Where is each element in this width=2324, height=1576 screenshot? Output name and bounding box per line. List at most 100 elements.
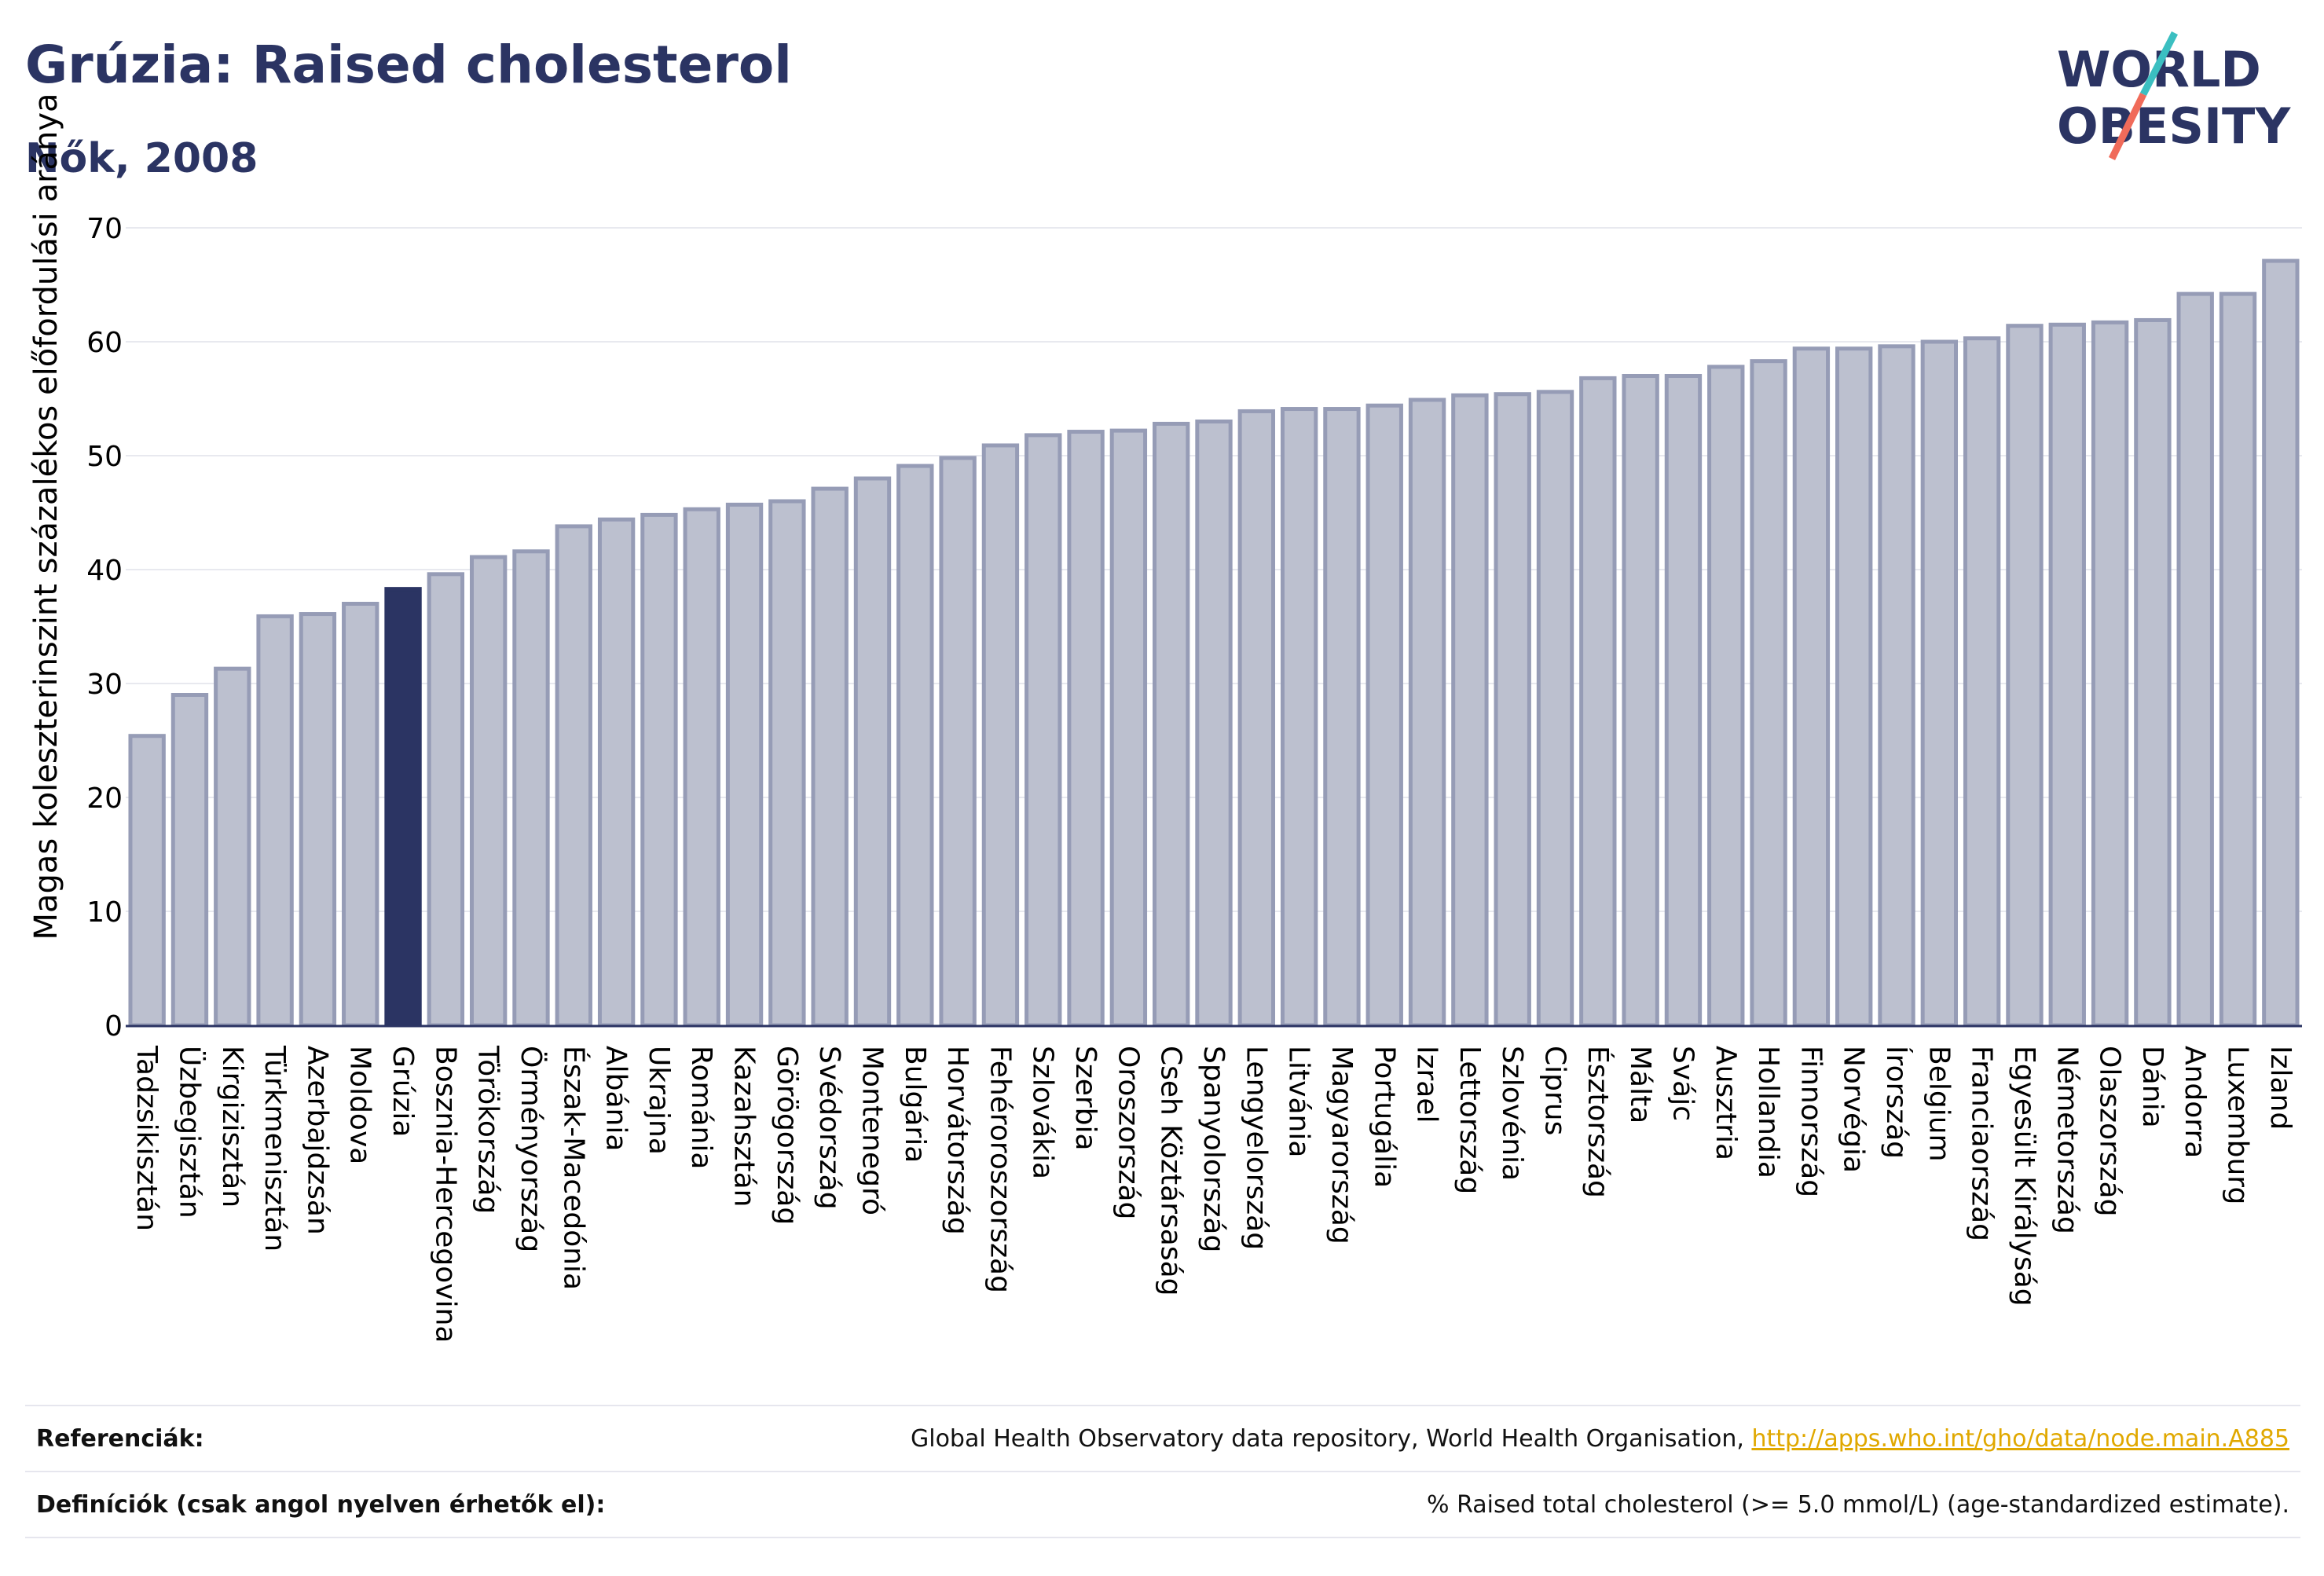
y-tick-label: 40 bbox=[86, 555, 123, 587]
bar-Görögország[interactable] bbox=[768, 499, 806, 1028]
bar-Lengyelország[interactable] bbox=[1237, 409, 1275, 1028]
references-value: Global Health Observatory data repositor… bbox=[911, 1425, 2289, 1453]
x-axis-ticks: Tadzsikisztán Üzbegisztán Kirgizisztán Türk… bbox=[130, 1045, 2297, 1343]
bar-Németország[interactable] bbox=[2048, 322, 2086, 1028]
x-tick-label: Bosznia-Hercegovina bbox=[429, 1046, 461, 1343]
bar-Finnország[interactable] bbox=[1792, 346, 1831, 1028]
x-tick-label: Örményország bbox=[515, 1046, 548, 1252]
bar-Románia[interactable] bbox=[683, 507, 720, 1028]
bar-Egyesült Királyság[interactable] bbox=[2006, 324, 2044, 1028]
bar-Írország[interactable] bbox=[1878, 344, 1915, 1028]
bar-Montenegró[interactable] bbox=[853, 476, 892, 1028]
y-axis-label: Magas koleszterinszint százalékos előfor… bbox=[28, 93, 64, 940]
bar-Cseh Köztársaság[interactable] bbox=[1153, 421, 1190, 1028]
logo-slash-coral bbox=[2108, 93, 2147, 160]
bar-Oroszország[interactable] bbox=[1109, 428, 1148, 1028]
bar-Albánia[interactable] bbox=[597, 517, 636, 1028]
y-tick-label: 50 bbox=[86, 441, 123, 473]
x-tick-label: Andorra bbox=[2179, 1046, 2211, 1158]
bar-Észtország[interactable] bbox=[1579, 376, 1617, 1028]
x-tick-label: Litvánia bbox=[1283, 1046, 1315, 1157]
x-tick-label: Lengyelország bbox=[1240, 1046, 1272, 1250]
bar-Svájc[interactable] bbox=[1664, 374, 1703, 1028]
x-tick-label: Svájc bbox=[1666, 1046, 1699, 1121]
logo-line-obesity: OBESITY bbox=[2057, 97, 2291, 155]
bar-Ukrajna[interactable] bbox=[640, 512, 678, 1028]
x-tick-label: Hollandia bbox=[1752, 1046, 1784, 1178]
bar-Litvánia[interactable] bbox=[1280, 407, 1318, 1028]
x-tick-label: Egyesült Királyság bbox=[2008, 1046, 2040, 1307]
x-tick-label: Franciaország bbox=[1966, 1046, 1998, 1241]
bar-Portugália[interactable] bbox=[1365, 403, 1403, 1028]
bar-chart: 0 10 20 30 40 50 60 70 Tadzsikisztán Üzbegisztán… bbox=[28, 93, 2302, 1343]
x-tick-label: Moldova bbox=[344, 1046, 376, 1164]
bar-Spanyolország[interactable] bbox=[1195, 420, 1233, 1028]
bar-Észak-Macedónia[interactable] bbox=[555, 524, 592, 1028]
bar-Szlovénia[interactable] bbox=[1494, 392, 1531, 1028]
x-tick-label: Szlovákia bbox=[1027, 1046, 1059, 1179]
y-tick-label: 10 bbox=[86, 896, 123, 929]
x-tick-label: Grúzia bbox=[387, 1046, 419, 1137]
y-tick-label: 20 bbox=[86, 783, 123, 815]
bar-Szlovákia[interactable] bbox=[1025, 433, 1062, 1028]
bar-Andorra[interactable] bbox=[2176, 291, 2214, 1028]
bar-Törökország[interactable] bbox=[469, 555, 508, 1028]
definitions-text: % Raised total cholesterol (>= 5.0 mmol/… bbox=[1427, 1491, 2289, 1519]
x-tick-label: Törökország bbox=[472, 1045, 504, 1214]
x-tick-label: Magyarország bbox=[1325, 1046, 1358, 1244]
bar-Izrael[interactable] bbox=[1408, 398, 1446, 1028]
bar-Hollandia[interactable] bbox=[1750, 359, 1787, 1028]
x-tick-label: Norvégia bbox=[1838, 1046, 1870, 1173]
bar-Kirgizisztán[interactable] bbox=[214, 666, 251, 1028]
bar-Ciprus[interactable] bbox=[1536, 390, 1574, 1028]
x-tick-label: Fehéroroszország bbox=[984, 1046, 1016, 1293]
bar-Izland[interactable] bbox=[2262, 258, 2300, 1028]
x-tick-label: Kirgizisztán bbox=[216, 1046, 248, 1208]
bar-Belgium[interactable] bbox=[1920, 339, 1959, 1028]
x-tick-label: Tadzsikisztán bbox=[130, 1045, 163, 1231]
x-tick-label: Horvátország bbox=[941, 1046, 973, 1235]
bar-Moldova[interactable] bbox=[342, 602, 379, 1028]
bar-Türkmenisztán[interactable] bbox=[256, 614, 294, 1028]
references-link[interactable]: http://apps.who.int/gho/data/node.main.A… bbox=[1751, 1425, 2289, 1453]
bar-Tadzsikisztán[interactable] bbox=[128, 734, 166, 1028]
bar-Fehéroroszország[interactable] bbox=[981, 443, 1020, 1028]
x-tick-label: Szlovénia bbox=[1496, 1046, 1528, 1181]
bar-Málta[interactable] bbox=[1622, 374, 1659, 1028]
y-tick-label: 30 bbox=[86, 669, 123, 701]
x-tick-label: Dánia bbox=[2136, 1046, 2168, 1128]
bar-Luxemburg[interactable] bbox=[2219, 291, 2257, 1028]
bar-Lettország[interactable] bbox=[1451, 393, 1489, 1028]
bar-Ausztria[interactable] bbox=[1707, 365, 1745, 1028]
references-text: Global Health Observatory data repositor… bbox=[911, 1425, 1744, 1453]
bar-Bulgária[interactable] bbox=[896, 464, 934, 1028]
bar-Bosznia-Hercegovina[interactable] bbox=[427, 572, 465, 1028]
x-tick-label: Finnország bbox=[1794, 1046, 1827, 1197]
bar-Olaszország[interactable] bbox=[2091, 320, 2129, 1028]
x-tick-label: Albánia bbox=[600, 1046, 632, 1151]
definitions-row: Definíciók (csak angol nyelven érhetők e… bbox=[25, 1471, 2300, 1538]
x-tick-label: Svédország bbox=[813, 1046, 845, 1210]
references-label: Referenciák: bbox=[36, 1425, 204, 1453]
x-tick-label: Észtország bbox=[1582, 1046, 1615, 1198]
x-tick-label: Türkmenisztán bbox=[258, 1045, 291, 1252]
x-tick-label: Ciprus bbox=[1539, 1046, 1571, 1135]
x-tick-label: Montenegró bbox=[856, 1046, 888, 1215]
bar-Dánia[interactable] bbox=[2134, 317, 2172, 1028]
bar-Üzbegisztán[interactable] bbox=[170, 693, 209, 1028]
bar-Franciaország[interactable] bbox=[1963, 336, 2001, 1028]
bar-Magyarország[interactable] bbox=[1323, 407, 1361, 1028]
bar-Grúzia[interactable] bbox=[384, 587, 422, 1028]
bar-Norvégia[interactable] bbox=[1835, 346, 1873, 1028]
x-tick-label: Luxemburg bbox=[2222, 1046, 2254, 1204]
logo-slash-teal bbox=[2139, 31, 2179, 97]
bar-Svédország[interactable] bbox=[811, 486, 849, 1028]
bar-Azerbajdzsán[interactable] bbox=[299, 612, 337, 1028]
chart-subtitle: Nők, 2008 bbox=[25, 135, 258, 182]
x-tick-label: Málta bbox=[1624, 1046, 1656, 1123]
x-tick-label: Belgium bbox=[1923, 1046, 1955, 1162]
bar-Horvátország[interactable] bbox=[939, 456, 977, 1028]
bar-Szerbia[interactable] bbox=[1067, 430, 1105, 1028]
bar-Örményország[interactable] bbox=[512, 549, 550, 1028]
bar-Kazahsztán[interactable] bbox=[725, 502, 764, 1028]
